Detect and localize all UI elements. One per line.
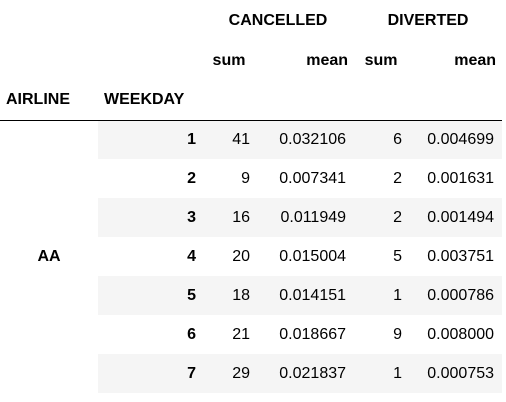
- index-value-weekday: 5: [98, 276, 202, 315]
- table-row: 2 9 0.007341 2 0.001631: [0, 159, 503, 198]
- cell-diverted-sum: 1: [354, 354, 409, 393]
- cell-diverted-sum: 5: [354, 237, 409, 276]
- cell-cancelled-sum: 29: [202, 354, 256, 393]
- cell-diverted-mean: 0.000753: [408, 354, 503, 393]
- cell-cancelled-mean: 0.018667: [256, 315, 355, 354]
- header-blank: [0, 42, 98, 80]
- cell-diverted-sum: 6: [354, 120, 409, 159]
- header-row-aggregates: sum mean sum mean: [0, 42, 502, 80]
- cell-diverted-mean: 0.001494: [408, 198, 503, 237]
- cell-cancelled-sum: 16: [202, 198, 256, 237]
- cell-cancelled-mean: 0.021837: [256, 354, 355, 393]
- header-blank: [0, 0, 98, 42]
- table-row: AA 1 41 0.032106 6 0.004699: [0, 120, 503, 393]
- cell-cancelled-sum: 21: [202, 315, 256, 354]
- index-value-airline: AA: [0, 120, 98, 393]
- index-name-airline: AIRLINE: [0, 80, 98, 121]
- column-header-diverted-mean: mean: [454, 52, 497, 69]
- cell-cancelled-mean: 0.007341: [256, 159, 355, 198]
- column-group-cancelled: CANCELLED: [228, 12, 328, 29]
- cell-cancelled-mean: 0.011949: [256, 198, 355, 237]
- column-header-cancelled-mean: mean: [306, 52, 349, 69]
- table-row: 6 21 0.018667 9 0.008000: [0, 315, 503, 354]
- header-row-groups: CANCELLED DIVERTED: [0, 0, 502, 42]
- table-row: 5 18 0.014151 1 0.000786: [0, 276, 503, 315]
- cell-diverted-sum: 2: [354, 159, 409, 198]
- index-value-weekday: 3: [98, 198, 202, 237]
- cell-diverted-mean: 0.001631: [408, 159, 503, 198]
- dataframe-table: CANCELLED DIVERTED sum mean sum mean AIR…: [0, 0, 503, 393]
- cell-cancelled-mean: 0.032106: [256, 120, 355, 159]
- cell-diverted-mean: 0.003751: [408, 237, 503, 276]
- table-row: 3 16 0.011949 2 0.001494: [0, 198, 503, 237]
- index-value-weekday: 7: [98, 354, 202, 393]
- column-header-cancelled-sum: sum: [212, 52, 246, 69]
- index-name-weekday: WEEKDAY: [98, 80, 202, 121]
- cell-cancelled-mean: 0.014151: [256, 276, 355, 315]
- cell-diverted-mean: 0.004699: [408, 120, 503, 159]
- index-value-weekday: 2: [98, 159, 202, 198]
- header-blank: [202, 80, 256, 121]
- header-blank: [98, 42, 202, 80]
- header-blank: [354, 80, 409, 121]
- table-row: 4 20 0.015004 5 0.003751: [0, 237, 503, 276]
- column-group-diverted: DIVERTED: [387, 12, 469, 29]
- cell-diverted-sum: 1: [354, 276, 409, 315]
- cell-diverted-sum: 9: [354, 315, 409, 354]
- cell-diverted-mean: 0.008000: [408, 315, 503, 354]
- header-row-index-names: AIRLINE WEEKDAY: [0, 80, 503, 121]
- table-header: CANCELLED DIVERTED sum mean sum mean AIR…: [0, 0, 503, 121]
- cell-diverted-sum: 2: [354, 198, 409, 237]
- cell-cancelled-sum: 18: [202, 276, 256, 315]
- table-body: AA 1 41 0.032106 6 0.004699 2 9 0.007341…: [0, 120, 503, 393]
- cell-cancelled-sum: 9: [202, 159, 256, 198]
- table-row: 7 29 0.021837 1 0.000753: [0, 354, 503, 393]
- cell-diverted-mean: 0.000786: [408, 276, 503, 315]
- index-value-weekday: 4: [98, 237, 202, 276]
- column-header-diverted-sum: sum: [364, 52, 398, 69]
- cell-cancelled-sum: 41: [202, 120, 256, 159]
- header-blank: [98, 0, 202, 42]
- cell-cancelled-mean: 0.015004: [256, 237, 355, 276]
- header-blank: [408, 80, 503, 121]
- index-value-weekday: 6: [98, 315, 202, 354]
- index-value-weekday: 1: [98, 120, 202, 159]
- cell-cancelled-sum: 20: [202, 237, 256, 276]
- header-blank: [256, 80, 355, 121]
